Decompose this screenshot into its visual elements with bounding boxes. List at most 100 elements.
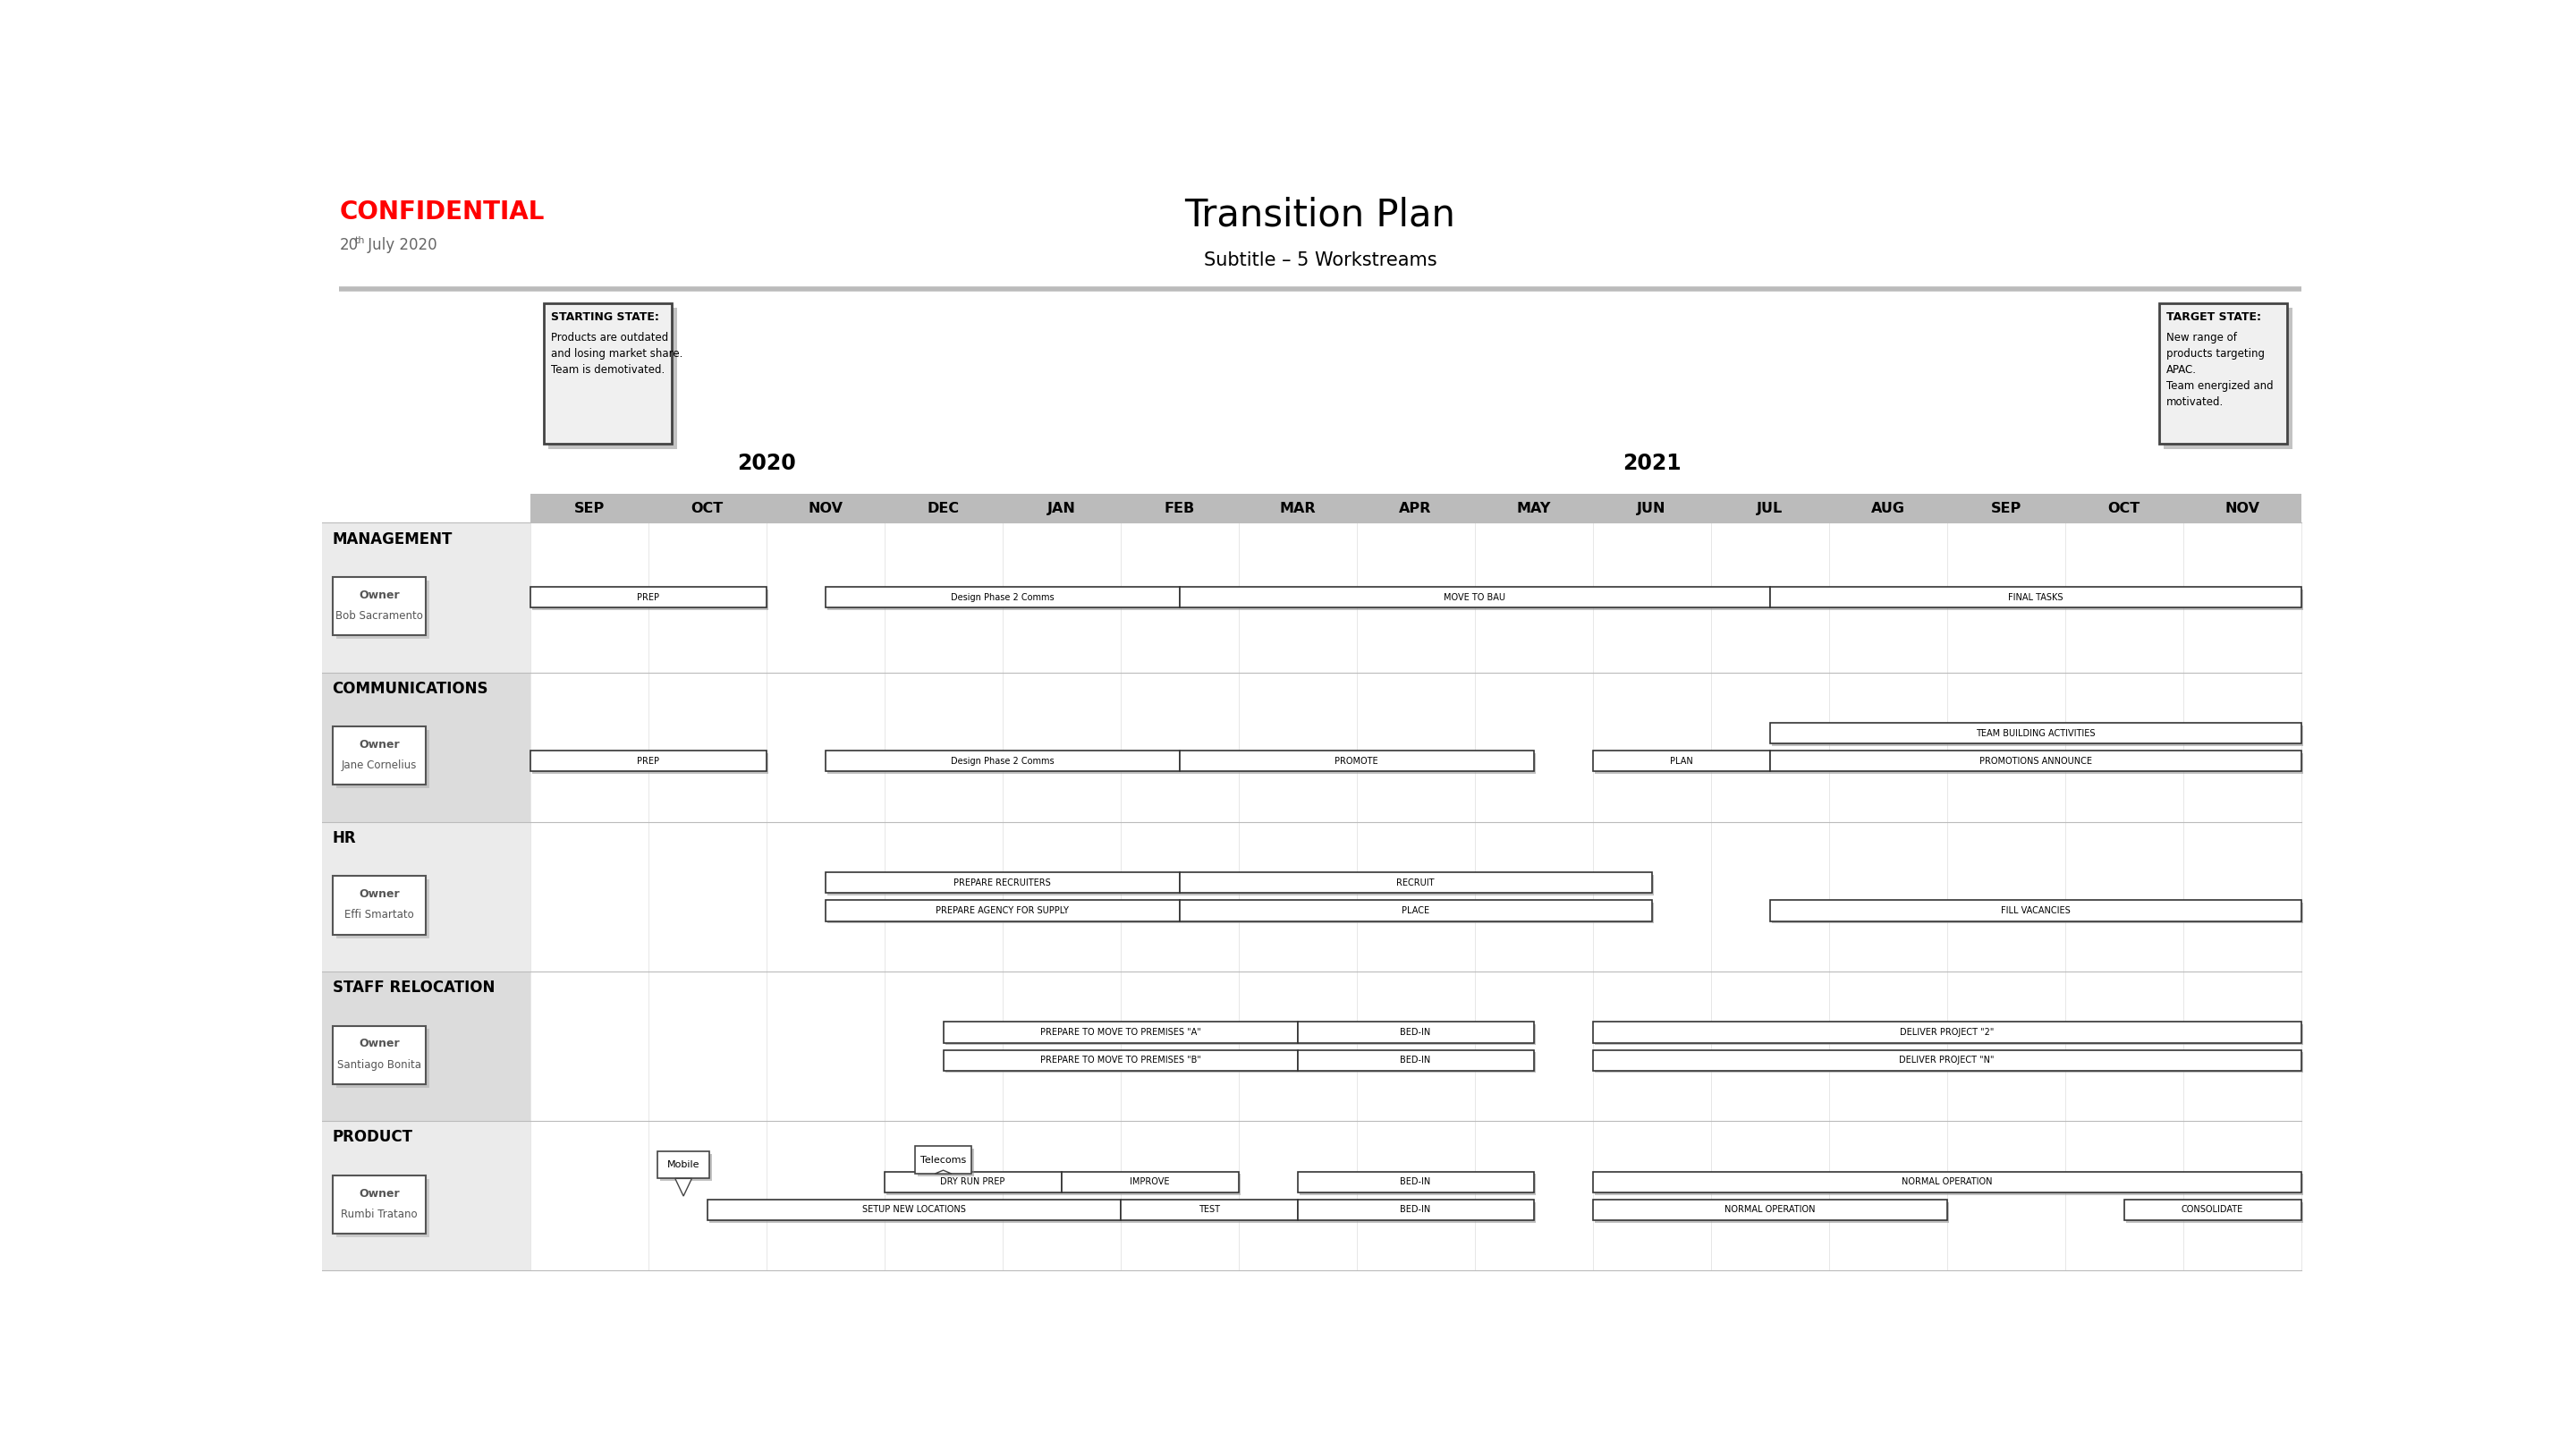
Bar — [335, 1178, 430, 1238]
Bar — [533, 589, 768, 611]
Bar — [2159, 303, 2287, 444]
Bar — [1592, 1022, 2300, 1043]
Text: JUN: JUN — [1638, 502, 1667, 515]
Text: CONSOLIDATE: CONSOLIDATE — [2182, 1206, 2244, 1214]
Polygon shape — [675, 1178, 693, 1196]
Bar — [2125, 1201, 2303, 1223]
Bar — [1770, 900, 2300, 921]
Bar — [945, 1052, 1301, 1072]
Bar — [1772, 903, 2303, 923]
Text: Bob Sacramento: Bob Sacramento — [335, 609, 422, 621]
Text: PREP: PREP — [636, 756, 659, 766]
Text: BED-IN: BED-IN — [1401, 1027, 1430, 1037]
Text: IMPROVE: IMPROVE — [1131, 1178, 1170, 1187]
Text: Owner: Owner — [358, 739, 399, 750]
Text: SETUP NEW LOCATIONS: SETUP NEW LOCATIONS — [863, 1206, 966, 1214]
Text: 2020: 2020 — [737, 453, 796, 474]
Text: PROMOTE: PROMOTE — [1334, 756, 1378, 766]
Text: Owner: Owner — [358, 888, 399, 900]
Bar — [1595, 1024, 2303, 1045]
Bar — [332, 727, 425, 785]
Bar — [531, 493, 2300, 522]
Bar — [335, 879, 430, 937]
Text: DELIVER PROJECT "2": DELIVER PROJECT "2" — [1899, 1027, 1994, 1037]
Bar — [322, 821, 2300, 972]
Text: TARGET STATE:: TARGET STATE: — [2166, 311, 2262, 322]
Text: Owner: Owner — [358, 1037, 399, 1049]
Bar — [1180, 750, 1533, 772]
Text: DEC: DEC — [927, 502, 958, 515]
Bar — [1121, 1200, 1298, 1220]
Bar — [884, 1171, 1061, 1193]
Text: TEAM BUILDING ACTIVITIES: TEAM BUILDING ACTIVITIES — [1976, 728, 2094, 737]
Bar — [322, 1122, 2300, 1271]
Bar — [706, 1200, 1121, 1220]
Bar — [544, 303, 672, 444]
Text: PREP: PREP — [636, 593, 659, 602]
Text: COMMUNICATIONS: COMMUNICATIONS — [332, 681, 489, 696]
Bar — [1592, 1171, 2300, 1193]
Bar — [1301, 1201, 1535, 1223]
Text: PRODUCT: PRODUCT — [332, 1129, 412, 1145]
Text: Effi Smartato: Effi Smartato — [345, 910, 415, 921]
Bar — [531, 672, 2300, 821]
Text: OCT: OCT — [690, 502, 724, 515]
Bar — [1770, 723, 2300, 743]
Bar — [335, 1029, 430, 1088]
Text: MAY: MAY — [1517, 502, 1551, 515]
Text: NOV: NOV — [809, 502, 842, 515]
Bar — [1064, 1174, 1242, 1194]
Bar — [1182, 589, 1772, 611]
Bar — [335, 730, 430, 788]
Bar — [1180, 588, 1770, 608]
Text: OCT: OCT — [2107, 502, 2141, 515]
Text: July 2020: July 2020 — [363, 238, 438, 254]
Bar — [531, 821, 2300, 972]
Text: Transition Plan: Transition Plan — [1185, 196, 1455, 234]
Bar — [1301, 1024, 1535, 1045]
Bar — [914, 1146, 971, 1174]
Bar — [943, 1022, 1298, 1043]
Text: SEP: SEP — [1991, 502, 2022, 515]
Text: BED-IN: BED-IN — [1401, 1178, 1430, 1187]
Bar — [1061, 1171, 1239, 1193]
Bar — [1180, 900, 1651, 921]
Text: TEST: TEST — [1198, 1206, 1218, 1214]
Text: Owner: Owner — [358, 589, 399, 601]
Bar — [1182, 875, 1654, 895]
Text: Rumbi Tratano: Rumbi Tratano — [340, 1209, 417, 1220]
Text: MAR: MAR — [1280, 502, 1316, 515]
Text: th: th — [355, 237, 366, 245]
Text: HR: HR — [332, 830, 355, 846]
Bar — [1182, 753, 1535, 773]
Bar — [824, 872, 1180, 892]
Bar — [1595, 753, 1772, 773]
Text: PREPARE AGENCY FOR SUPPLY: PREPARE AGENCY FOR SUPPLY — [935, 907, 1069, 916]
Bar — [827, 589, 1182, 611]
Text: BED-IN: BED-IN — [1401, 1056, 1430, 1065]
Text: 20: 20 — [340, 238, 358, 254]
Text: NOV: NOV — [2226, 502, 2259, 515]
Bar — [1298, 1171, 1533, 1193]
Text: New range of
products targeting
APAC.
Team energized and
motivated.: New range of products targeting APAC. Te… — [2166, 332, 2272, 408]
Bar — [1595, 1201, 1950, 1223]
Text: Design Phase 2 Comms: Design Phase 2 Comms — [951, 756, 1054, 766]
Bar — [1301, 1174, 1535, 1194]
Bar — [533, 753, 768, 773]
Bar — [917, 1149, 974, 1177]
Bar — [531, 750, 765, 772]
Text: PREPARE RECRUITERS: PREPARE RECRUITERS — [953, 878, 1051, 887]
Text: NORMAL OPERATION: NORMAL OPERATION — [1723, 1206, 1816, 1214]
Text: 2021: 2021 — [1623, 453, 1682, 474]
Bar — [332, 1026, 425, 1084]
Text: MANAGEMENT: MANAGEMENT — [332, 531, 453, 547]
Text: FINAL TASKS: FINAL TASKS — [2007, 593, 2063, 602]
Text: Design Phase 2 Comms: Design Phase 2 Comms — [951, 593, 1054, 602]
Bar — [827, 903, 1182, 923]
Bar — [332, 1175, 425, 1233]
Bar — [943, 1051, 1298, 1071]
Polygon shape — [935, 1171, 951, 1174]
Text: Jane Cornelius: Jane Cornelius — [343, 759, 417, 770]
Text: PLAN: PLAN — [1669, 756, 1692, 766]
Bar — [886, 1174, 1064, 1194]
